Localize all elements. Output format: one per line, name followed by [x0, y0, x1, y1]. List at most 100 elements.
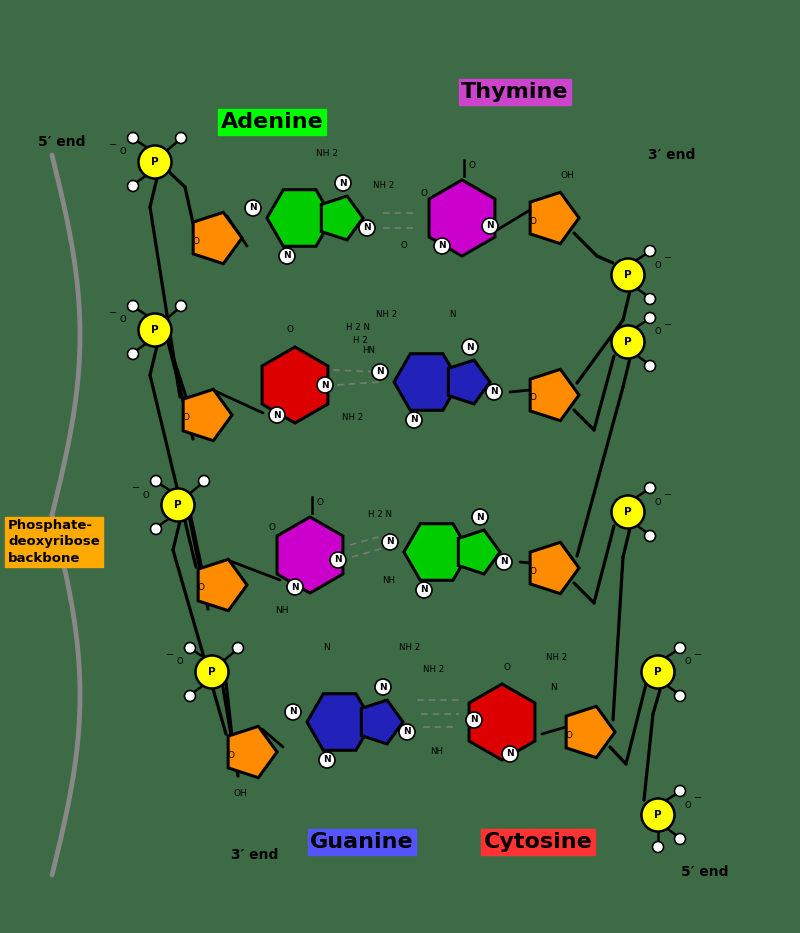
- Text: P: P: [624, 507, 632, 517]
- Circle shape: [611, 258, 645, 291]
- Text: N: N: [386, 537, 394, 547]
- Polygon shape: [404, 523, 470, 580]
- Circle shape: [372, 364, 388, 380]
- Text: N: N: [283, 252, 291, 260]
- Circle shape: [674, 833, 686, 844]
- Text: HN: HN: [362, 346, 375, 355]
- Circle shape: [269, 407, 285, 423]
- Text: −: −: [664, 490, 672, 500]
- Text: N: N: [291, 582, 299, 592]
- Text: P: P: [151, 325, 159, 335]
- Circle shape: [287, 579, 303, 595]
- Circle shape: [645, 360, 655, 371]
- Circle shape: [317, 377, 333, 393]
- Text: O: O: [654, 260, 662, 270]
- Text: O: O: [685, 801, 691, 810]
- Circle shape: [496, 554, 512, 570]
- Circle shape: [645, 245, 655, 257]
- Polygon shape: [530, 192, 579, 244]
- Circle shape: [138, 146, 171, 178]
- Circle shape: [674, 690, 686, 702]
- Circle shape: [150, 523, 162, 535]
- Polygon shape: [322, 196, 363, 240]
- Circle shape: [233, 643, 243, 653]
- Text: N: N: [363, 224, 371, 232]
- Circle shape: [462, 339, 478, 355]
- Text: O: O: [269, 522, 275, 532]
- Text: NH 2: NH 2: [376, 310, 398, 319]
- Text: P: P: [654, 667, 662, 677]
- Circle shape: [502, 746, 518, 762]
- Text: N: N: [379, 683, 387, 691]
- Text: N: N: [476, 512, 484, 522]
- Polygon shape: [530, 542, 579, 593]
- Circle shape: [330, 552, 346, 568]
- Polygon shape: [362, 700, 403, 744]
- Text: O: O: [198, 583, 205, 592]
- Text: 5′ end: 5′ end: [38, 135, 86, 149]
- Text: N: N: [403, 728, 411, 736]
- Polygon shape: [448, 360, 490, 404]
- Text: O: O: [317, 498, 323, 508]
- Text: O: O: [530, 566, 537, 576]
- Text: −: −: [166, 650, 174, 660]
- Text: N: N: [289, 707, 297, 717]
- Polygon shape: [429, 180, 495, 256]
- Circle shape: [674, 643, 686, 653]
- Text: NH 2: NH 2: [423, 665, 444, 674]
- Circle shape: [642, 799, 674, 831]
- Text: N: N: [506, 749, 514, 759]
- Text: P: P: [174, 500, 182, 510]
- Text: NH: NH: [275, 606, 289, 615]
- Text: O: O: [286, 326, 294, 335]
- Circle shape: [127, 349, 138, 359]
- Text: Phosphate-
deoxyribose
backbone: Phosphate- deoxyribose backbone: [8, 520, 100, 564]
- Circle shape: [127, 180, 138, 191]
- Text: NH 2: NH 2: [399, 643, 421, 652]
- Circle shape: [285, 704, 301, 720]
- Polygon shape: [307, 694, 372, 750]
- Text: N: N: [334, 555, 342, 564]
- Text: N: N: [273, 411, 281, 420]
- Text: H 2 N: H 2 N: [368, 510, 392, 519]
- Circle shape: [162, 489, 194, 522]
- Text: O: O: [142, 491, 150, 499]
- Circle shape: [198, 476, 210, 486]
- Polygon shape: [277, 517, 343, 593]
- Text: N: N: [449, 310, 455, 319]
- Text: O: O: [177, 658, 183, 666]
- Text: −: −: [664, 320, 672, 330]
- Circle shape: [335, 175, 351, 191]
- Circle shape: [674, 786, 686, 797]
- Polygon shape: [458, 530, 500, 574]
- Circle shape: [175, 132, 186, 144]
- Text: O: O: [503, 662, 510, 672]
- Text: N: N: [420, 586, 428, 594]
- Text: NH: NH: [430, 747, 443, 756]
- Text: H 2: H 2: [353, 336, 367, 345]
- Text: Guanine: Guanine: [310, 832, 414, 852]
- Circle shape: [466, 712, 482, 728]
- Text: O: O: [566, 731, 573, 740]
- Text: O: O: [120, 315, 126, 325]
- Text: P: P: [624, 270, 632, 280]
- Polygon shape: [183, 389, 232, 440]
- Polygon shape: [193, 213, 242, 264]
- Text: 3′ end: 3′ end: [648, 148, 696, 162]
- Text: N: N: [470, 716, 478, 725]
- Text: O: O: [530, 394, 537, 402]
- Text: NH 2: NH 2: [316, 148, 338, 158]
- Circle shape: [127, 132, 138, 144]
- Text: P: P: [151, 157, 159, 167]
- Text: −: −: [664, 253, 672, 263]
- Text: O: O: [654, 497, 662, 507]
- Text: O: O: [120, 147, 126, 157]
- Circle shape: [185, 643, 195, 653]
- Text: O: O: [182, 413, 190, 423]
- Text: Adenine: Adenine: [221, 112, 323, 132]
- Text: Cytosine: Cytosine: [484, 832, 592, 852]
- Circle shape: [127, 300, 138, 312]
- Text: 5′ end: 5′ end: [682, 865, 729, 879]
- Text: H 2 N: H 2 N: [346, 323, 370, 332]
- Circle shape: [245, 200, 261, 216]
